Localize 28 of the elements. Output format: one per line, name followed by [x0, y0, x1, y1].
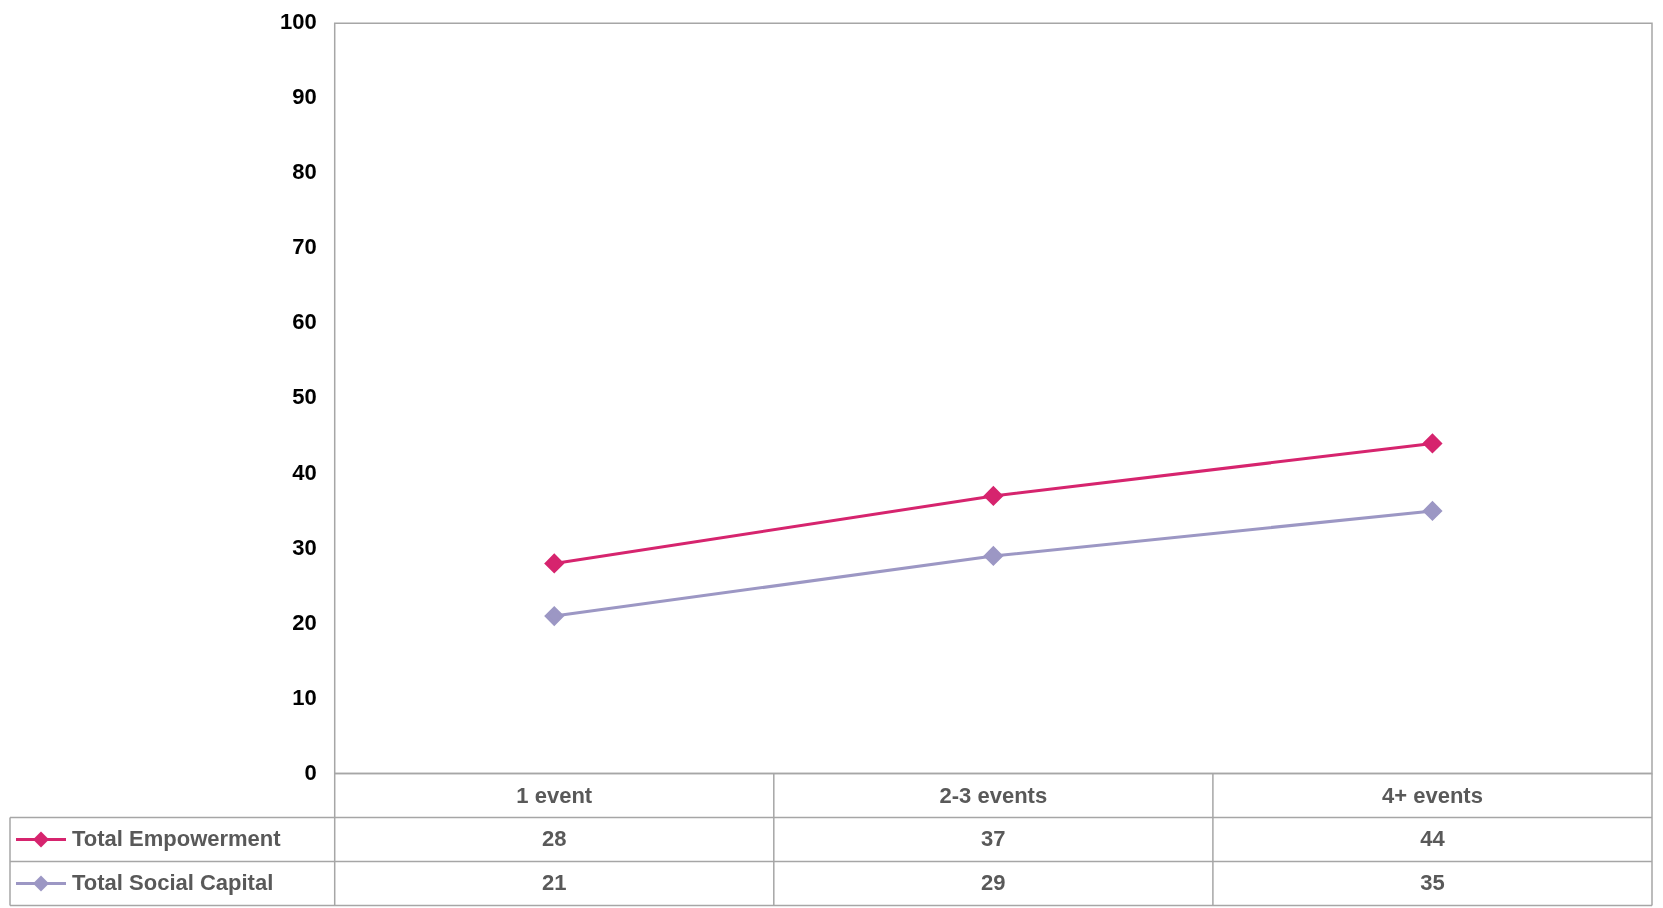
legend-label: Total Empowerment: [72, 825, 282, 851]
point: [1422, 501, 1442, 521]
data-label: 35: [1420, 869, 1445, 895]
data-label: 21: [542, 869, 567, 895]
x-tick-label: 1 event: [516, 782, 593, 808]
point: [544, 553, 564, 573]
y-tick-label: 100: [279, 9, 317, 35]
data-label: 44: [1420, 825, 1446, 851]
point: [983, 546, 1003, 566]
x-tick-label: 2-3 events: [939, 782, 1048, 808]
point: [983, 486, 1003, 506]
legend-label: Total Social Capital: [72, 869, 274, 895]
y-tick-label: 70: [292, 234, 317, 260]
point: [1422, 433, 1442, 453]
y-tick-label: 50: [292, 384, 317, 410]
y-tick-label: 40: [292, 459, 317, 485]
y-tick-label: 90: [292, 84, 317, 110]
y-tick-label: 0: [304, 759, 317, 785]
x-tick-label: 4+ events: [1382, 782, 1483, 808]
y-tick-label: 80: [292, 159, 317, 185]
data-label: 37: [981, 825, 1006, 851]
point: [544, 606, 564, 626]
data-label: 29: [981, 869, 1006, 895]
data-label: 28: [542, 825, 567, 851]
y-tick-label: 20: [292, 609, 317, 635]
y-tick-label: 30: [292, 534, 317, 560]
y-tick-label: 60: [292, 309, 317, 335]
y-tick-label: 10: [292, 684, 317, 710]
